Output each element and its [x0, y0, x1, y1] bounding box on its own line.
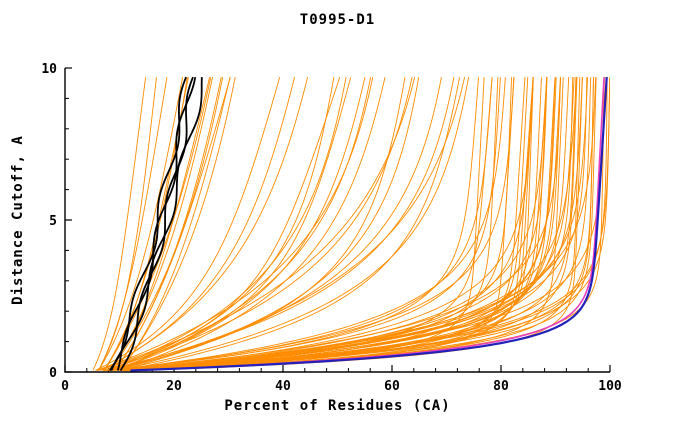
y-axis-label: Distance Cutoff, A: [10, 135, 26, 305]
y-tick-label: 0: [49, 366, 57, 381]
model-curve-orange: [142, 77, 583, 371]
model-curve-orange: [98, 77, 184, 371]
model-curve-orange: [103, 77, 501, 371]
model-curve-orange: [123, 77, 556, 371]
model-curve-orange: [112, 77, 366, 371]
model-curve-orange: [112, 77, 372, 371]
model-curve-orange: [121, 77, 534, 371]
x-tick-label: 100: [598, 379, 622, 394]
model-curve-orange: [110, 77, 506, 371]
model-curve-orange: [130, 77, 493, 371]
x-tick-label: 20: [166, 379, 182, 394]
model-curve-orange: [92, 77, 147, 371]
model-curve-orange: [114, 77, 420, 371]
model-curve-orange: [127, 77, 564, 371]
model-curve-orange: [121, 77, 461, 371]
model-curve-orange: [135, 77, 526, 371]
model-curve-orange: [110, 77, 574, 371]
model-curve-orange: [126, 77, 578, 371]
model-curve-orange: [95, 76, 281, 371]
model-curve-orange: [102, 77, 413, 371]
x-axis-label: Percent of Residues (CA): [224, 398, 451, 414]
model-curve-black: [110, 77, 203, 371]
model-curve-orange: [106, 77, 548, 371]
model-curve-orange: [100, 77, 296, 371]
model-curve-orange: [122, 77, 542, 371]
model-curve-black: [119, 76, 194, 371]
x-tick-label: 40: [275, 379, 291, 394]
model-curve-orange: [130, 77, 581, 371]
model-curve-orange: [97, 76, 341, 371]
model-curve-orange: [118, 77, 608, 371]
model-curve-orange: [112, 77, 588, 371]
model-curve-orange: [120, 77, 570, 371]
model-curve-orange: [135, 77, 610, 371]
model-curve-orange: [100, 77, 309, 371]
model-curve-orange: [119, 77, 594, 371]
x-tick-label: 80: [493, 379, 509, 394]
model-curve-orange: [96, 77, 416, 371]
model-curve-orange: [107, 77, 335, 371]
y-tick-label: 10: [41, 62, 57, 77]
y-tick-label: 5: [49, 214, 57, 229]
model-curve-orange: [118, 77, 386, 371]
model-curve-orange: [130, 77, 548, 371]
model-curve-orange: [134, 77, 534, 371]
model-curve-orange: [129, 77, 577, 371]
model-curve-orange: [109, 77, 224, 371]
model-curve-orange: [96, 77, 374, 371]
model-curve-orange: [98, 77, 157, 371]
model-curve-orange: [104, 77, 455, 371]
model-curve-orange: [119, 77, 499, 371]
model-curve-orange: [103, 77, 212, 371]
model-curve-orange: [103, 77, 479, 371]
model-curve-orange: [116, 77, 470, 371]
model-curve-magenta: [131, 77, 605, 372]
chart-title: T0995-D1: [299, 12, 376, 28]
model-curve-orange: [114, 77, 222, 371]
model-curve-blue: [130, 77, 608, 372]
x-tick-label: 60: [384, 379, 400, 394]
model-curve-orange: [107, 77, 347, 371]
model-curve-orange: [109, 77, 561, 371]
model-curve-black: [116, 76, 197, 371]
curves-group: [92, 76, 610, 372]
model-curve-orange: [119, 77, 442, 371]
model-curve-orange: [120, 77, 236, 371]
x-tick-label: 0: [61, 379, 69, 394]
model-curve-orange: [136, 77, 597, 371]
model-curve-orange: [126, 77, 589, 371]
model-curve-orange: [128, 77, 557, 371]
model-curve-orange: [109, 77, 213, 371]
model-curve-orange: [120, 77, 231, 371]
model-curve-orange: [108, 77, 466, 371]
